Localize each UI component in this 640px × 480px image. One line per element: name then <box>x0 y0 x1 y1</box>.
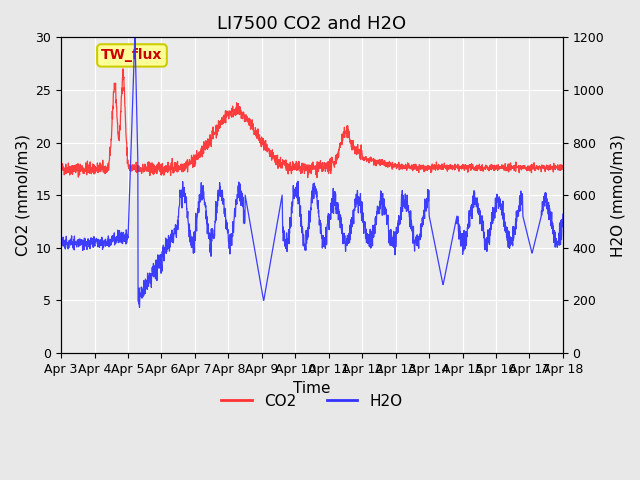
Legend: CO2, H2O: CO2, H2O <box>215 387 409 415</box>
X-axis label: Time: Time <box>293 381 331 396</box>
Text: TW_flux: TW_flux <box>101 48 163 62</box>
Y-axis label: H2O (mmol/m3): H2O (mmol/m3) <box>610 134 625 257</box>
Title: LI7500 CO2 and H2O: LI7500 CO2 and H2O <box>218 15 406 33</box>
Y-axis label: CO2 (mmol/m3): CO2 (mmol/m3) <box>15 134 30 256</box>
